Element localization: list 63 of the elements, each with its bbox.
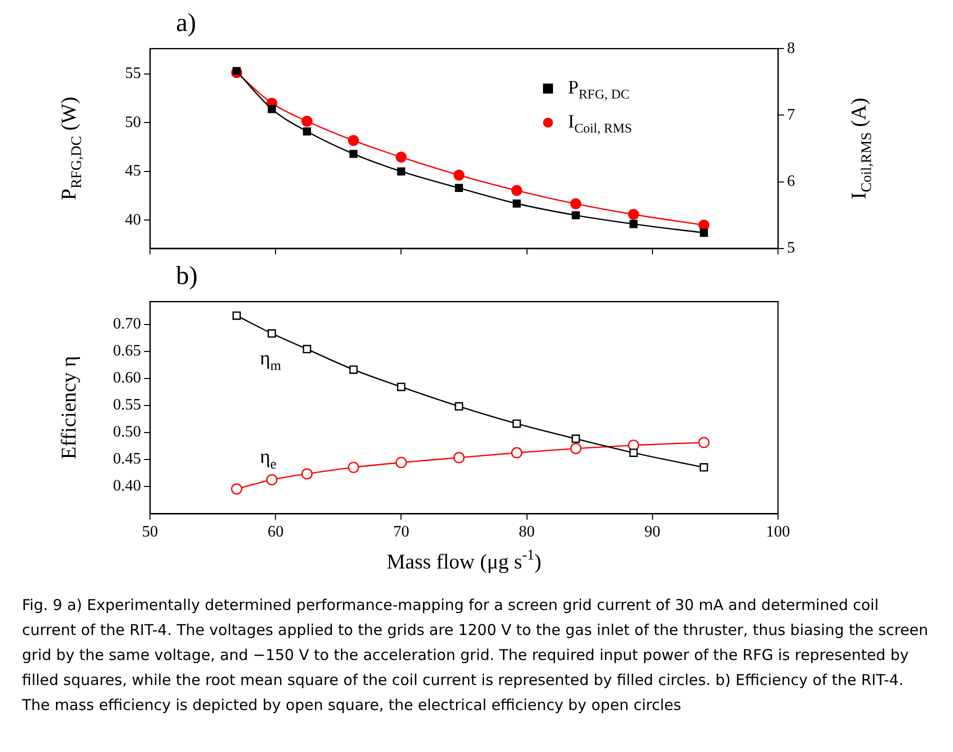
y-tick-label: 0.45	[113, 450, 141, 468]
point	[397, 382, 406, 392]
y-tick-label: 45	[125, 162, 141, 180]
y-tick-label: 50	[125, 114, 141, 131]
point	[396, 152, 407, 163]
point	[397, 167, 406, 176]
point	[349, 150, 358, 158]
point	[453, 170, 464, 181]
point	[629, 448, 638, 457]
chart-title: a)	[176, 8, 198, 37]
y-axis-title: Efficiency η	[56, 356, 81, 460]
point	[700, 228, 708, 237]
point	[396, 456, 407, 468]
point	[700, 463, 708, 472]
point	[232, 311, 241, 320]
y-tick-label: 0.50	[113, 423, 141, 440]
point	[302, 127, 312, 136]
y2-tick-label: 6	[787, 173, 795, 190]
x-tick-label: 50	[142, 524, 158, 541]
point	[266, 474, 278, 486]
y-tick-label: 0.65	[113, 342, 141, 360]
y-tick-label: 0.40	[113, 477, 141, 494]
point	[572, 434, 580, 443]
x-tick-label: 60	[268, 524, 284, 541]
point	[698, 436, 710, 448]
point	[348, 135, 359, 146]
point	[570, 198, 582, 210]
point	[349, 365, 358, 374]
point	[630, 220, 638, 228]
x-tick-label: 70	[393, 524, 410, 541]
point	[268, 104, 276, 114]
point	[453, 452, 465, 464]
y2-axis-title: ICoil,RMS (A)	[846, 98, 876, 200]
point	[511, 447, 522, 458]
chart-title: b)	[176, 261, 199, 290]
y2-tick-label: 8	[787, 40, 795, 57]
point	[454, 184, 464, 192]
point	[570, 442, 582, 454]
point	[302, 344, 312, 354]
point	[454, 402, 464, 411]
y2-tick-label: 5	[787, 240, 795, 257]
point	[512, 200, 521, 208]
point	[348, 462, 360, 474]
y-tick-label: 0.70	[113, 315, 141, 332]
point	[301, 468, 313, 480]
point	[268, 329, 276, 338]
point	[302, 116, 312, 127]
y-tick-label: 0.55	[113, 396, 141, 414]
point	[572, 211, 580, 220]
x-tick-label: 80	[518, 524, 535, 541]
point	[232, 66, 241, 76]
point	[628, 208, 640, 220]
point	[231, 483, 242, 495]
point	[512, 419, 521, 428]
point	[511, 184, 522, 196]
y-tick-label: 0.60	[113, 369, 141, 386]
y-axis-title: PRFG,DC (W)	[56, 96, 86, 200]
y-tick-label: 40	[125, 211, 141, 228]
x-tick-label: 90	[644, 524, 660, 541]
y2-tick-label: 7	[787, 106, 795, 124]
y-tick-label: 55	[125, 65, 141, 82]
caption: Fig. 9 a) Experimentally determined performance-mapping for a screen grid current of 30 mA and determined coil current of the RIT-4. The voltages applied to the grids are 1200 V to the gas inlet of the thruster, thus biasing the screen grid by the same voltage, and −150 V to the acceleration grid. The required input power of the RFG is represented by filled squares, while the root mean square of the coil current is represented by filled circles. b) Efficiency of the RIT-4. The mass efficiency is depicted by open square, the electrical efficiency by open circles	[22, 595, 930, 716]
x-tick-label: 100	[766, 524, 790, 541]
